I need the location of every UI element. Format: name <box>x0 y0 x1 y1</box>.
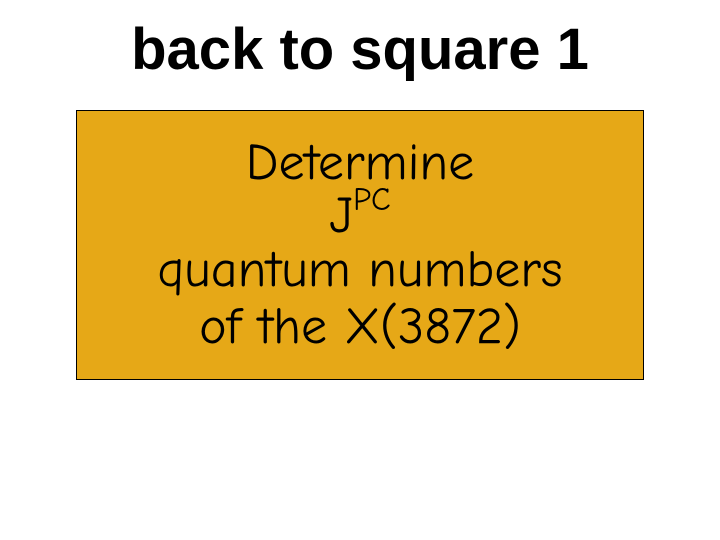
jpc-superscript: PC <box>353 184 391 216</box>
jpc-j: J <box>329 189 353 241</box>
content-box: Determine JPC quantum numbers of the X(3… <box>76 110 644 380</box>
slide-title: back to square 1 <box>0 16 720 83</box>
jpc-symbol: JPC <box>329 189 390 241</box>
box-line-quantum-numbers: quantum numbers <box>157 241 562 298</box>
box-line-of-the-x3872: of the X(3872) <box>199 298 521 355</box>
slide: back to square 1 Determine JPC quantum n… <box>0 0 720 540</box>
